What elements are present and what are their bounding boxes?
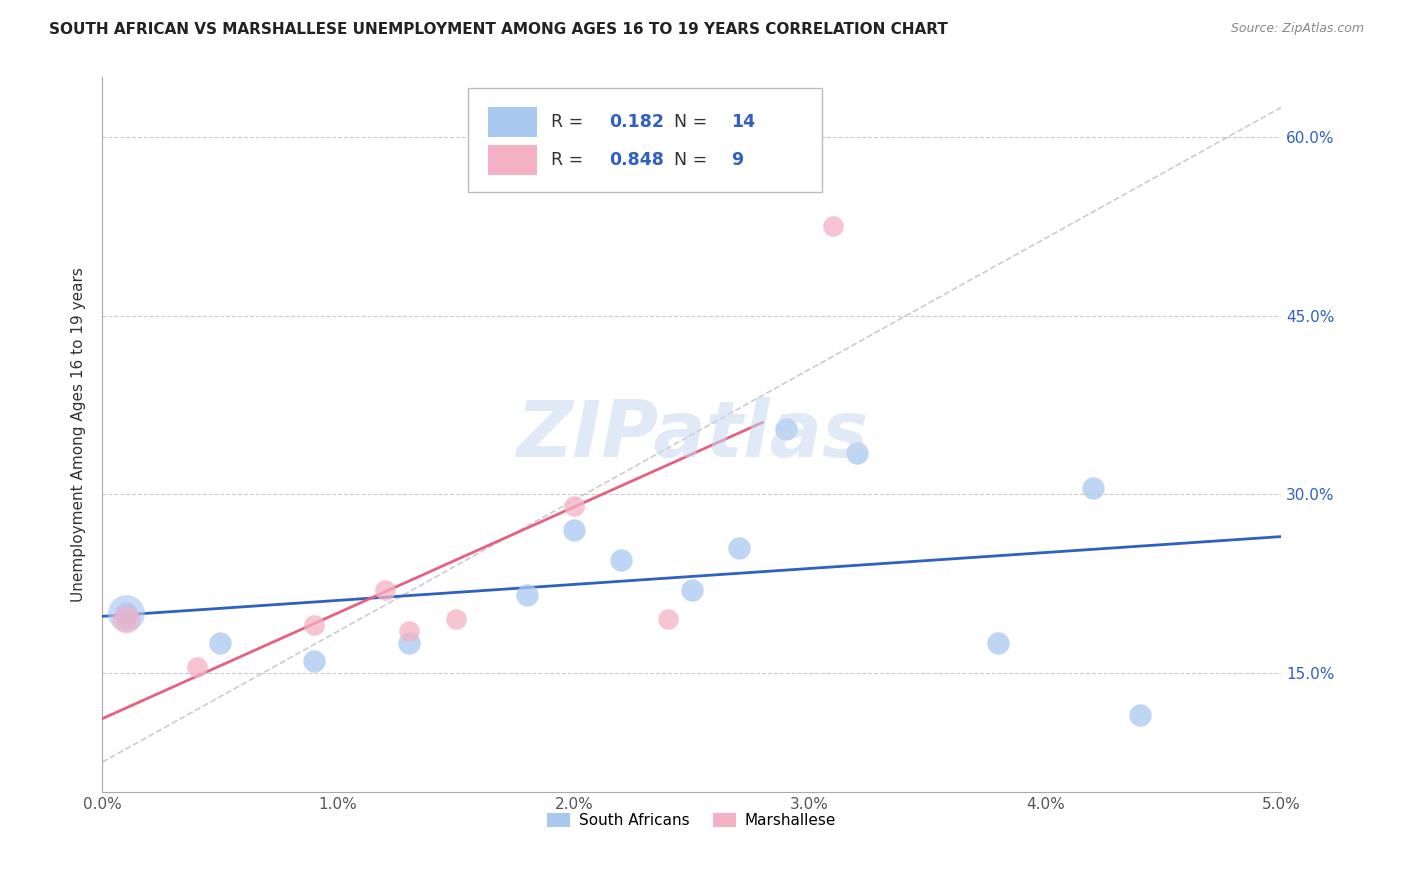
- Point: [562, 523, 585, 537]
- Point: [114, 612, 136, 626]
- Point: [114, 607, 136, 621]
- Point: [1129, 707, 1152, 722]
- Text: 0.848: 0.848: [609, 152, 664, 169]
- Legend: South Africans, Marshallese: South Africans, Marshallese: [541, 806, 842, 834]
- Point: [562, 499, 585, 513]
- Point: [823, 219, 845, 234]
- Text: N =: N =: [673, 112, 707, 131]
- Point: [728, 541, 751, 555]
- Point: [209, 636, 232, 650]
- Text: SOUTH AFRICAN VS MARSHALLESE UNEMPLOYMENT AMONG AGES 16 TO 19 YEARS CORRELATION : SOUTH AFRICAN VS MARSHALLESE UNEMPLOYMEN…: [49, 22, 948, 37]
- Bar: [488, 107, 537, 136]
- Text: N =: N =: [673, 152, 707, 169]
- Point: [845, 445, 868, 459]
- Text: 0.182: 0.182: [609, 112, 664, 131]
- Text: R =: R =: [551, 112, 583, 131]
- Text: ZIPatlas: ZIPatlas: [516, 397, 868, 473]
- Text: R =: R =: [551, 152, 583, 169]
- Point: [304, 654, 326, 668]
- Point: [444, 612, 467, 626]
- Point: [681, 582, 703, 597]
- Point: [987, 636, 1010, 650]
- Point: [114, 607, 136, 621]
- Point: [610, 553, 633, 567]
- Point: [398, 624, 420, 639]
- FancyBboxPatch shape: [468, 88, 821, 192]
- Point: [398, 636, 420, 650]
- Point: [516, 589, 538, 603]
- Point: [1081, 481, 1104, 495]
- Point: [374, 582, 396, 597]
- Text: 9: 9: [731, 152, 742, 169]
- Point: [657, 612, 679, 626]
- Point: [114, 612, 136, 626]
- Point: [775, 422, 797, 436]
- Point: [304, 618, 326, 632]
- Y-axis label: Unemployment Among Ages 16 to 19 years: Unemployment Among Ages 16 to 19 years: [72, 268, 86, 602]
- Text: Source: ZipAtlas.com: Source: ZipAtlas.com: [1230, 22, 1364, 36]
- Bar: [488, 145, 537, 176]
- Point: [186, 660, 208, 674]
- Text: 14: 14: [731, 112, 755, 131]
